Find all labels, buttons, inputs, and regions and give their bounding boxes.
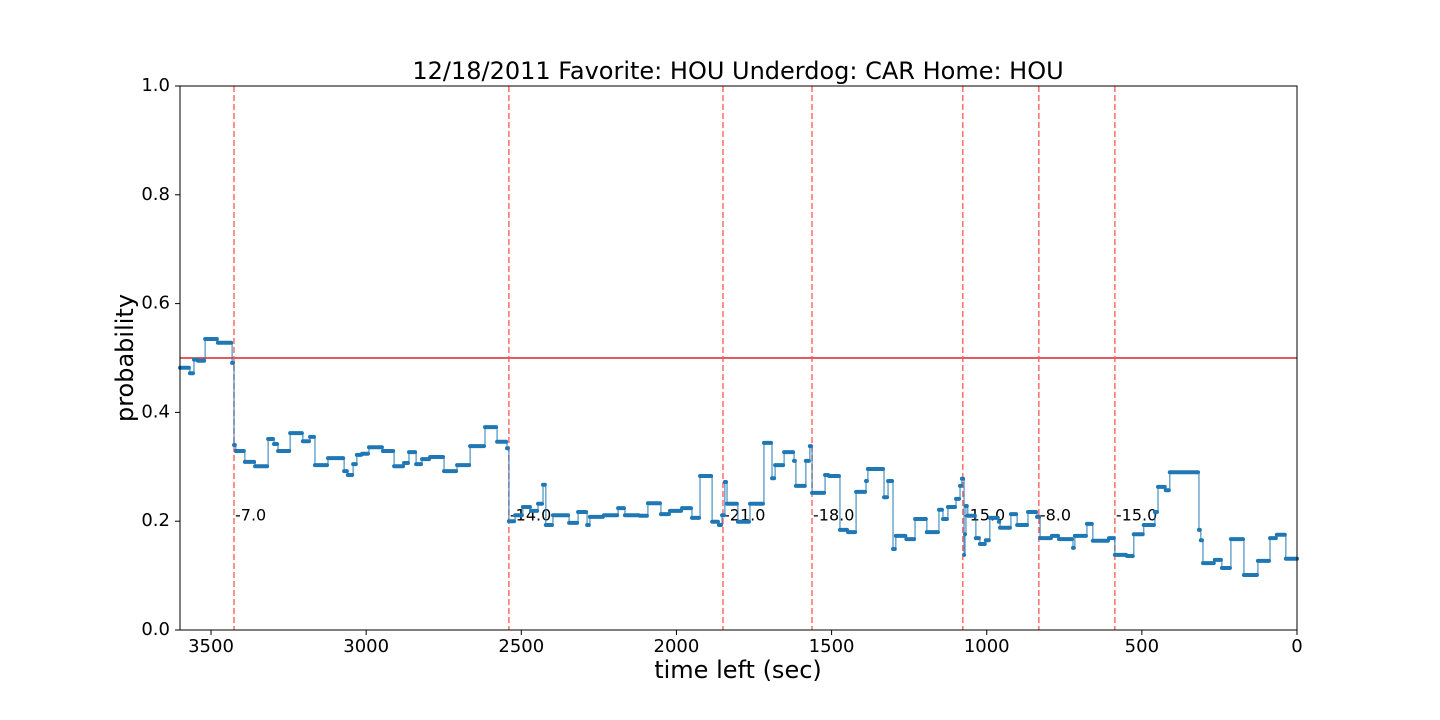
event-label: -21.0 bbox=[724, 506, 765, 525]
x-axis-label: time left (sec) bbox=[654, 656, 822, 684]
x-tick-label: 2500 bbox=[498, 636, 544, 657]
plot-frame bbox=[179, 85, 1298, 631]
x-tick-label: 500 bbox=[1125, 636, 1159, 657]
event-label: -8.0 bbox=[1040, 506, 1071, 525]
chart-title: 12/18/2011 Favorite: HOU Underdog: CAR H… bbox=[412, 57, 1063, 85]
x-tick-label: 2000 bbox=[654, 636, 700, 657]
y-tick-label: 0.8 bbox=[141, 184, 170, 205]
event-label: -15.0 bbox=[1116, 506, 1157, 525]
x-tick-label: 3000 bbox=[343, 636, 389, 657]
event-label: -18.0 bbox=[813, 506, 854, 525]
x-tick-label: 3500 bbox=[188, 636, 234, 657]
y-tick-label: 0.6 bbox=[141, 293, 170, 314]
y-tick-label: 1.0 bbox=[141, 75, 170, 96]
y-tick-label: 0.2 bbox=[141, 510, 170, 531]
y-tick-label: 0.0 bbox=[141, 619, 170, 640]
y-tick-label: 0.4 bbox=[141, 401, 170, 422]
event-label: -14.0 bbox=[510, 506, 551, 525]
y-axis-label: probability bbox=[111, 294, 139, 422]
x-tick-label: 1500 bbox=[809, 636, 855, 657]
x-tick-label: 0 bbox=[1291, 636, 1302, 657]
x-tick-label: 1000 bbox=[964, 636, 1010, 657]
event-label: -7.0 bbox=[235, 506, 266, 525]
